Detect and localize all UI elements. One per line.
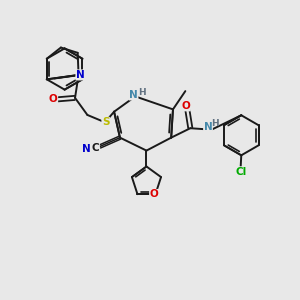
Text: O: O [150,190,158,200]
Text: S: S [102,117,110,127]
Text: N: N [204,122,212,132]
Text: N: N [82,144,91,154]
Text: O: O [182,101,190,111]
Text: O: O [49,94,58,104]
Text: N: N [76,70,85,80]
Text: C: C [92,143,99,153]
Text: H: H [211,119,218,128]
Text: N: N [129,90,138,100]
Text: H: H [138,88,146,98]
Text: Cl: Cl [235,167,246,177]
